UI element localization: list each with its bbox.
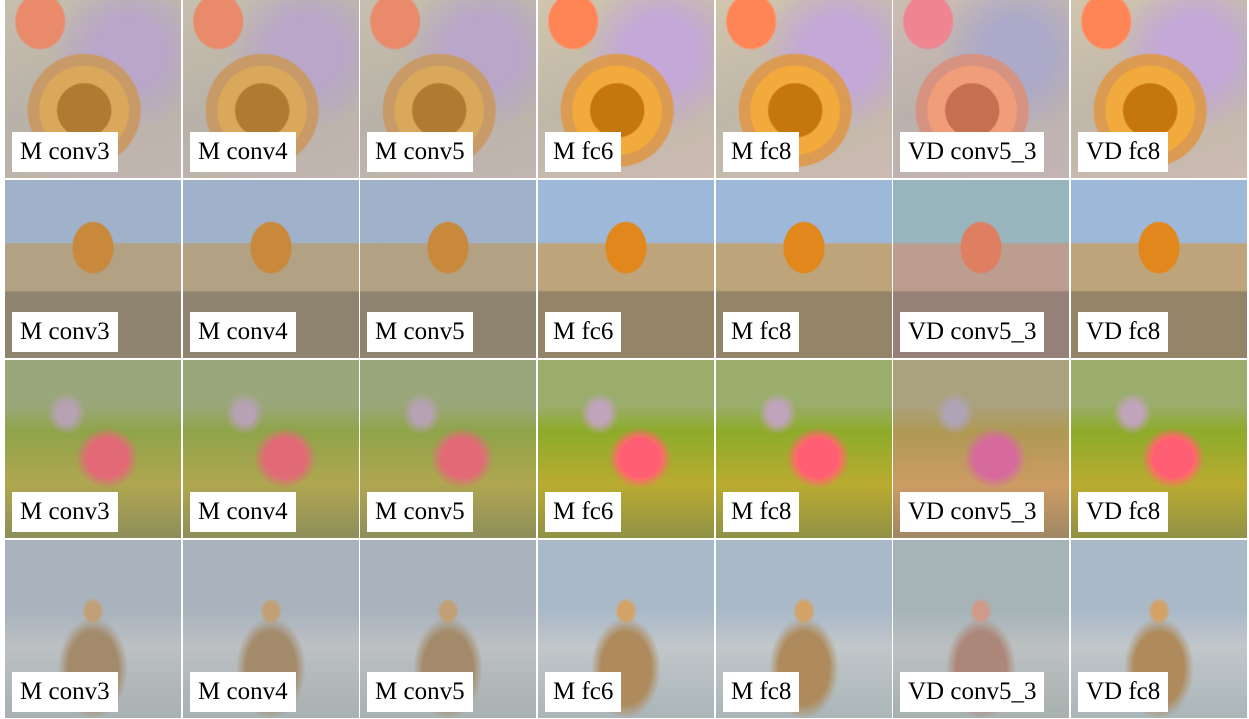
visualization-image: VD conv5_3 bbox=[893, 360, 1069, 538]
image-label: VD conv5_3 bbox=[900, 132, 1045, 172]
image-label: M conv3 bbox=[12, 492, 118, 532]
image-label: M conv4 bbox=[190, 672, 296, 712]
image-label: M conv4 bbox=[190, 132, 296, 172]
visualization-image: VD fc8 bbox=[1071, 540, 1247, 718]
visualization-image: M conv4 bbox=[183, 540, 359, 718]
visualization-image: M conv4 bbox=[183, 360, 359, 538]
visualization-image: VD fc8 bbox=[1071, 180, 1247, 358]
visualization-image: M fc6 bbox=[538, 180, 714, 358]
visualization-image: M conv5 bbox=[360, 0, 536, 178]
image-label: M fc8 bbox=[723, 492, 800, 532]
visualization-image: VD conv5_3 bbox=[893, 0, 1069, 178]
visualization-image: M conv4 bbox=[183, 0, 359, 178]
image-label: VD conv5_3 bbox=[900, 312, 1045, 352]
image-label: M fc8 bbox=[723, 672, 800, 712]
visualization-image: VD fc8 bbox=[1071, 0, 1247, 178]
image-label: M fc8 bbox=[723, 312, 800, 352]
image-label: M conv4 bbox=[190, 492, 296, 532]
image-label: VD conv5_3 bbox=[900, 672, 1045, 712]
image-label: M conv3 bbox=[12, 672, 118, 712]
visualization-image: VD conv5_3 bbox=[893, 540, 1069, 718]
visualization-image: M conv5 bbox=[360, 540, 536, 718]
visualization-image: VD conv5_3 bbox=[893, 180, 1069, 358]
visualization-image: M conv3 bbox=[5, 180, 181, 358]
image-label: VD fc8 bbox=[1078, 492, 1169, 532]
visualization-image: M fc6 bbox=[538, 0, 714, 178]
visualization-image: M conv3 bbox=[5, 540, 181, 718]
image-label: VD fc8 bbox=[1078, 312, 1169, 352]
image-label: M fc6 bbox=[545, 312, 622, 352]
image-label: M conv4 bbox=[190, 312, 296, 352]
visualization-image: M conv3 bbox=[5, 0, 181, 178]
visualization-image: M fc8 bbox=[716, 540, 892, 718]
visualization-image: M fc8 bbox=[716, 180, 892, 358]
visualization-image: M fc6 bbox=[538, 360, 714, 538]
image-label: M conv5 bbox=[367, 492, 473, 532]
image-label: M fc6 bbox=[545, 672, 622, 712]
image-label: M conv5 bbox=[367, 312, 473, 352]
visualization-image: M conv3 bbox=[5, 360, 181, 538]
image-label: M fc6 bbox=[545, 492, 622, 532]
image-label: VD fc8 bbox=[1078, 132, 1169, 172]
visualization-image: M conv5 bbox=[360, 360, 536, 538]
visualization-image: M fc6 bbox=[538, 540, 714, 718]
image-label: M fc6 bbox=[545, 132, 622, 172]
image-label: VD conv5_3 bbox=[900, 492, 1045, 532]
visualization-image: M conv5 bbox=[360, 180, 536, 358]
image-label: VD fc8 bbox=[1078, 672, 1169, 712]
visualization-image: VD fc8 bbox=[1071, 360, 1247, 538]
image-label: M conv3 bbox=[12, 132, 118, 172]
image-label: M conv5 bbox=[367, 132, 473, 172]
visualization-image: M fc8 bbox=[716, 360, 892, 538]
image-label: M conv5 bbox=[367, 672, 473, 712]
image-label: M fc8 bbox=[723, 132, 800, 172]
visualization-image: M conv4 bbox=[183, 180, 359, 358]
image-label: M conv3 bbox=[12, 312, 118, 352]
visualization-image: M fc8 bbox=[716, 0, 892, 178]
